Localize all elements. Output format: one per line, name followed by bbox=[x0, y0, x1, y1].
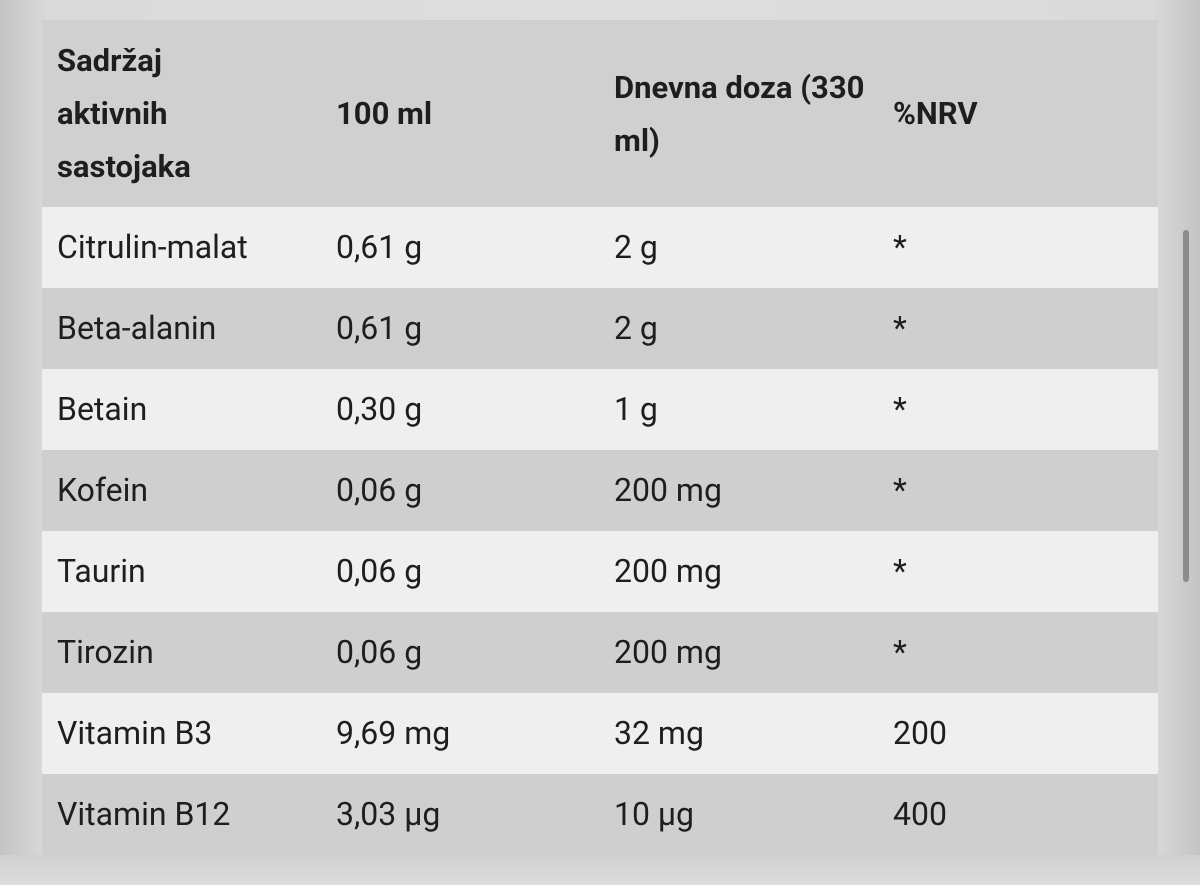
table-cell: Kofein bbox=[57, 471, 149, 509]
table-cell: 9,69 mg bbox=[336, 714, 451, 752]
table-cell: 0,61 g bbox=[336, 228, 423, 266]
table-cell: Tirozin bbox=[57, 633, 154, 671]
table-cell: 2 g bbox=[614, 228, 658, 266]
table-cell: * bbox=[893, 633, 907, 671]
table-row: Tirozin 0,06 g 200 mg * bbox=[42, 612, 1158, 693]
table-cell: 200 mg bbox=[614, 471, 722, 509]
table-cell: Beta-alanin bbox=[57, 309, 217, 347]
table-cell: 400 bbox=[893, 795, 947, 833]
scrollbar[interactable] bbox=[1183, 230, 1189, 582]
table-row: Betain 0,30 g 1 g * bbox=[42, 369, 1158, 450]
table-row: Beta-alanin 0,61 g 2 g * bbox=[42, 288, 1158, 369]
table-cell: 0,61 g bbox=[336, 309, 423, 347]
header-cell: 100 ml bbox=[336, 95, 433, 132]
table-row: Kofein 0,06 g 200 mg * bbox=[42, 450, 1158, 531]
table-cell: * bbox=[893, 309, 907, 347]
header-cell: %NRV bbox=[893, 95, 978, 132]
header-cell: Sadržaj aktivnih sastojaka bbox=[57, 42, 191, 185]
table-cell: 0,30 g bbox=[336, 390, 423, 428]
table-cell: 200 bbox=[893, 714, 947, 752]
table-cell: 0,06 g bbox=[336, 633, 423, 671]
table-cell: Citrulin-malat bbox=[57, 228, 248, 266]
table-cell: * bbox=[893, 471, 907, 509]
table-cell: * bbox=[893, 390, 907, 428]
table-cell: 0,06 g bbox=[336, 471, 423, 509]
table-cell: Vitamin B3 bbox=[57, 714, 213, 752]
table-cell: 0,06 g bbox=[336, 552, 423, 590]
table-cell: * bbox=[893, 552, 907, 590]
table-row: Vitamin B12 3,03 µg 10 µg 400 bbox=[42, 774, 1158, 855]
table-cell: 200 mg bbox=[614, 633, 722, 671]
table-cell: Vitamin B12 bbox=[57, 795, 231, 833]
table-cell: Betain bbox=[57, 390, 148, 428]
bottom-shade bbox=[0, 855, 1200, 885]
header-cell: Dnevna doza (330 ml) bbox=[614, 68, 865, 159]
table-cell: 1 g bbox=[614, 390, 658, 428]
table-cell: Taurin bbox=[57, 552, 146, 590]
table-cell: * bbox=[893, 228, 907, 266]
table-row: Vitamin B3 9,69 mg 32 mg 200 bbox=[42, 693, 1158, 774]
table-row: Citrulin-malat 0,61 g 2 g * bbox=[42, 207, 1158, 288]
table-cell: 10 µg bbox=[614, 795, 695, 833]
header-row: Sadržaj aktivnih sastojaka 100 ml Dnevna d… bbox=[42, 20, 1158, 207]
table-cell: 32 mg bbox=[614, 714, 704, 752]
table-cell: 200 mg bbox=[614, 552, 722, 590]
table-row: Taurin 0,06 g 200 mg * bbox=[42, 531, 1158, 612]
table-cell: 2 g bbox=[614, 309, 658, 347]
table-cell: 3,03 µg bbox=[336, 795, 441, 833]
